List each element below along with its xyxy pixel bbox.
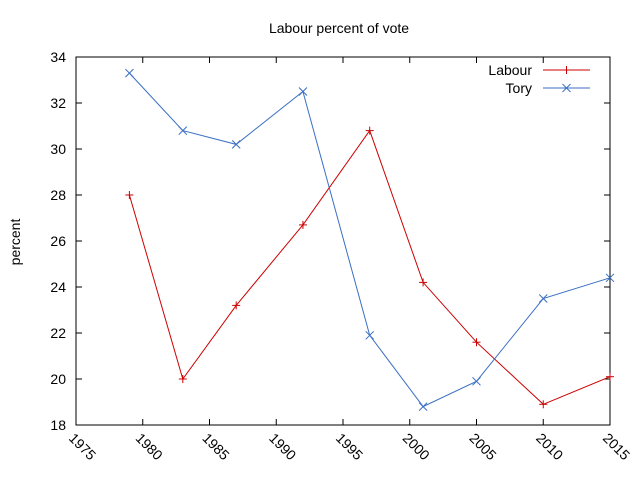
- y-tick-label: 34: [50, 49, 66, 65]
- axis-tick-labels: 18 20 22 24 26 28 30 32 34 1975 1980 1985 1990 1995 20…: [50, 49, 633, 463]
- data-point-labour: [539, 400, 548, 409]
- legend-label-tory: Tory: [506, 80, 532, 96]
- y-tick-label: 22: [50, 325, 66, 341]
- y-tick-label: 32: [50, 95, 66, 111]
- chart-title: Labour percent of vote: [269, 20, 409, 36]
- y-tick-label: 30: [50, 141, 66, 157]
- data-point-tory: [365, 330, 375, 340]
- x-tick-label: 2000: [400, 430, 433, 463]
- legend-item-labour: Labour: [488, 62, 590, 78]
- plot-frame: [75, 56, 611, 426]
- y-tick-label: 28: [50, 187, 66, 203]
- data-point-tory: [605, 273, 615, 283]
- legend-label-labour: Labour: [488, 62, 532, 78]
- series-layer: [125, 68, 615, 411]
- data-point-labour: [298, 220, 307, 229]
- y-tick-label: 24: [50, 279, 66, 295]
- data-point-labour: [232, 301, 241, 310]
- legend-item-tory: Tory: [506, 80, 590, 96]
- data-point-labour: [472, 338, 481, 347]
- data-point-labour: [365, 126, 374, 135]
- y-tick-label: 20: [50, 371, 66, 387]
- y-tick-label: 26: [50, 233, 66, 249]
- series-labour: [125, 126, 614, 409]
- series-line-labour: [128, 129, 611, 405]
- data-point-labour: [419, 278, 428, 287]
- legend-marker-tory: [562, 83, 571, 93]
- data-point-tory: [178, 126, 188, 135]
- series-line-tory: [129, 72, 611, 408]
- legend: Labour Tory: [488, 62, 590, 96]
- series-tory: [125, 68, 615, 411]
- x-tick-label: 1980: [133, 430, 166, 463]
- x-tick-label: 1985: [199, 430, 232, 463]
- data-point-tory: [472, 376, 481, 386]
- data-point-tory: [538, 294, 548, 303]
- axis-ticks: [75, 56, 611, 426]
- x-tick-label: 2005: [466, 430, 499, 463]
- x-tick-label: 2015: [600, 430, 633, 463]
- data-point-tory: [125, 68, 134, 78]
- data-point-tory: [231, 140, 241, 149]
- x-tick-label: 1990: [266, 430, 299, 463]
- data-point-labour: [125, 191, 134, 199]
- y-tick-label: 18: [50, 417, 66, 433]
- data-point-tory: [418, 402, 428, 411]
- data-point-labour: [178, 375, 187, 383]
- x-tick-label: 1975: [66, 430, 99, 463]
- data-point-tory: [298, 87, 308, 96]
- x-tick-label: 2010: [533, 430, 566, 463]
- x-tick-label: 1995: [333, 430, 366, 463]
- data-point-labour: [606, 372, 614, 381]
- y-axis-label: percent: [7, 219, 23, 266]
- legend-marker-labour: [562, 66, 571, 74]
